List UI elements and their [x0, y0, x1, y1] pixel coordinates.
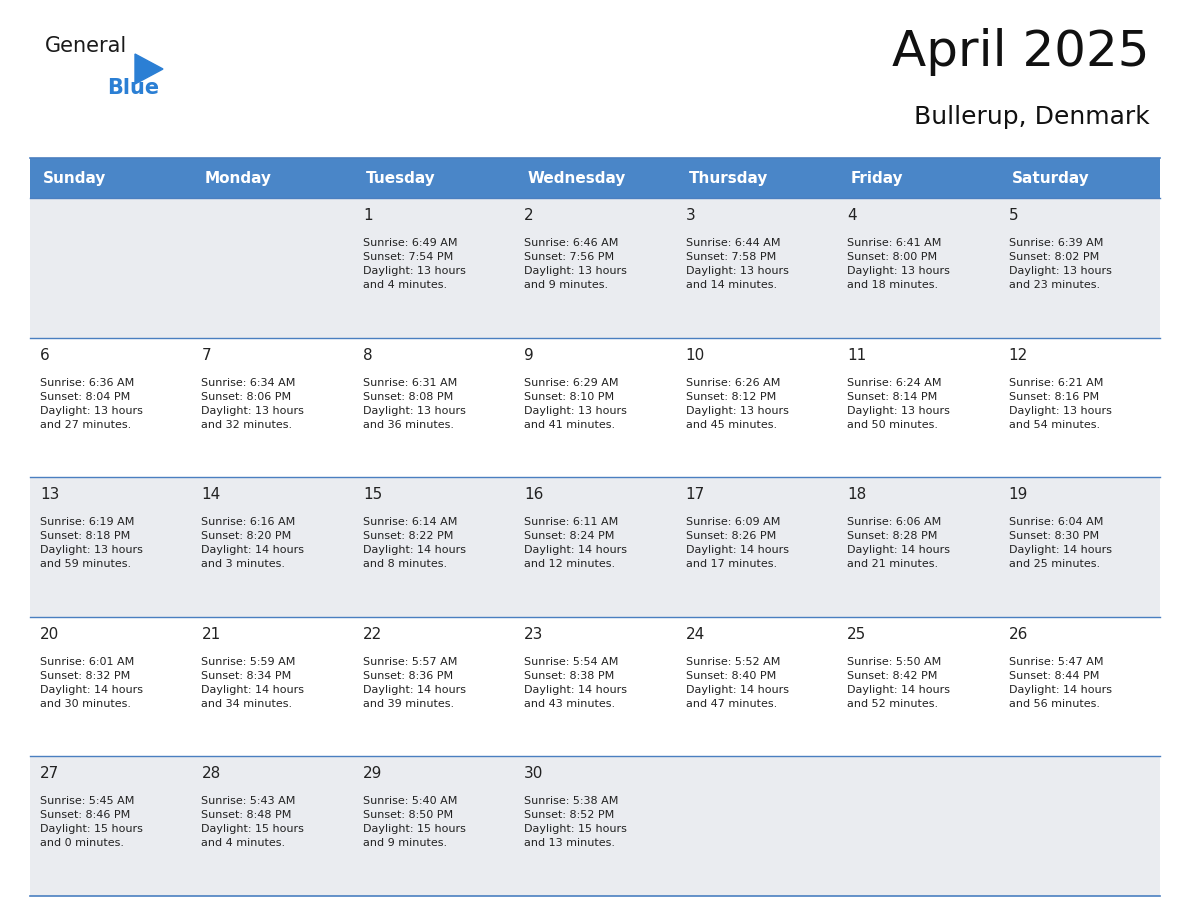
Text: Sunrise: 5:50 AM
Sunset: 8:42 PM
Daylight: 14 hours
and 52 minutes.: Sunrise: 5:50 AM Sunset: 8:42 PM Dayligh… — [847, 656, 950, 709]
Text: Sunrise: 6:19 AM
Sunset: 8:18 PM
Daylight: 13 hours
and 59 minutes.: Sunrise: 6:19 AM Sunset: 8:18 PM Dayligh… — [40, 517, 143, 569]
Bar — [191, 158, 353, 198]
Text: Sunrise: 6:36 AM
Sunset: 8:04 PM
Daylight: 13 hours
and 27 minutes.: Sunrise: 6:36 AM Sunset: 8:04 PM Dayligh… — [40, 377, 143, 430]
Text: Sunrise: 5:45 AM
Sunset: 8:46 PM
Daylight: 15 hours
and 0 minutes.: Sunrise: 5:45 AM Sunset: 8:46 PM Dayligh… — [40, 797, 143, 848]
Text: 30: 30 — [524, 767, 544, 781]
Text: 2: 2 — [524, 208, 533, 223]
Text: Bullerup, Denmark: Bullerup, Denmark — [915, 105, 1150, 129]
Text: Sunrise: 6:41 AM
Sunset: 8:00 PM
Daylight: 13 hours
and 18 minutes.: Sunrise: 6:41 AM Sunset: 8:00 PM Dayligh… — [847, 238, 950, 290]
Text: 21: 21 — [202, 627, 221, 642]
Text: 14: 14 — [202, 487, 221, 502]
Text: 24: 24 — [685, 627, 704, 642]
Text: 8: 8 — [362, 348, 373, 363]
Text: 10: 10 — [685, 348, 704, 363]
Text: 5: 5 — [1009, 208, 1018, 223]
Text: Sunrise: 6:49 AM
Sunset: 7:54 PM
Daylight: 13 hours
and 4 minutes.: Sunrise: 6:49 AM Sunset: 7:54 PM Dayligh… — [362, 238, 466, 290]
Bar — [353, 158, 514, 198]
Text: Thursday: Thursday — [689, 171, 769, 185]
Text: Sunrise: 5:43 AM
Sunset: 8:48 PM
Daylight: 15 hours
and 4 minutes.: Sunrise: 5:43 AM Sunset: 8:48 PM Dayligh… — [202, 797, 304, 848]
Text: Sunrise: 5:54 AM
Sunset: 8:38 PM
Daylight: 14 hours
and 43 minutes.: Sunrise: 5:54 AM Sunset: 8:38 PM Dayligh… — [524, 656, 627, 709]
Text: 20: 20 — [40, 627, 59, 642]
Text: 7: 7 — [202, 348, 211, 363]
Text: 4: 4 — [847, 208, 857, 223]
Text: 26: 26 — [1009, 627, 1028, 642]
Text: Sunrise: 5:40 AM
Sunset: 8:50 PM
Daylight: 15 hours
and 9 minutes.: Sunrise: 5:40 AM Sunset: 8:50 PM Dayligh… — [362, 797, 466, 848]
Text: Blue: Blue — [107, 78, 159, 98]
Text: 25: 25 — [847, 627, 866, 642]
Text: 15: 15 — [362, 487, 383, 502]
Text: Sunrise: 6:01 AM
Sunset: 8:32 PM
Daylight: 14 hours
and 30 minutes.: Sunrise: 6:01 AM Sunset: 8:32 PM Dayligh… — [40, 656, 143, 709]
Text: Sunrise: 6:34 AM
Sunset: 8:06 PM
Daylight: 13 hours
and 32 minutes.: Sunrise: 6:34 AM Sunset: 8:06 PM Dayligh… — [202, 377, 304, 430]
Text: Sunrise: 5:52 AM
Sunset: 8:40 PM
Daylight: 14 hours
and 47 minutes.: Sunrise: 5:52 AM Sunset: 8:40 PM Dayligh… — [685, 656, 789, 709]
Text: 19: 19 — [1009, 487, 1028, 502]
Text: Monday: Monday — [204, 171, 271, 185]
Bar — [30, 198, 1159, 338]
Text: Sunrise: 5:59 AM
Sunset: 8:34 PM
Daylight: 14 hours
and 34 minutes.: Sunrise: 5:59 AM Sunset: 8:34 PM Dayligh… — [202, 656, 304, 709]
Text: Sunrise: 6:29 AM
Sunset: 8:10 PM
Daylight: 13 hours
and 41 minutes.: Sunrise: 6:29 AM Sunset: 8:10 PM Dayligh… — [524, 377, 627, 430]
Text: 13: 13 — [40, 487, 59, 502]
Text: Sunrise: 6:44 AM
Sunset: 7:58 PM
Daylight: 13 hours
and 14 minutes.: Sunrise: 6:44 AM Sunset: 7:58 PM Dayligh… — [685, 238, 789, 290]
Bar — [30, 617, 1159, 756]
Bar — [676, 158, 838, 198]
Text: 16: 16 — [524, 487, 544, 502]
Text: 17: 17 — [685, 487, 704, 502]
Text: April 2025: April 2025 — [892, 28, 1150, 76]
Text: 23: 23 — [524, 627, 544, 642]
Polygon shape — [135, 54, 163, 84]
Text: Sunrise: 5:57 AM
Sunset: 8:36 PM
Daylight: 14 hours
and 39 minutes.: Sunrise: 5:57 AM Sunset: 8:36 PM Dayligh… — [362, 656, 466, 709]
Text: Sunrise: 6:06 AM
Sunset: 8:28 PM
Daylight: 14 hours
and 21 minutes.: Sunrise: 6:06 AM Sunset: 8:28 PM Dayligh… — [847, 517, 950, 569]
Text: 27: 27 — [40, 767, 59, 781]
Bar — [30, 338, 1159, 477]
Text: 18: 18 — [847, 487, 866, 502]
Text: Sunrise: 6:09 AM
Sunset: 8:26 PM
Daylight: 14 hours
and 17 minutes.: Sunrise: 6:09 AM Sunset: 8:26 PM Dayligh… — [685, 517, 789, 569]
Text: 28: 28 — [202, 767, 221, 781]
Text: Wednesday: Wednesday — [527, 171, 626, 185]
Bar — [30, 477, 1159, 617]
Text: 3: 3 — [685, 208, 695, 223]
Text: Sunrise: 6:16 AM
Sunset: 8:20 PM
Daylight: 14 hours
and 3 minutes.: Sunrise: 6:16 AM Sunset: 8:20 PM Dayligh… — [202, 517, 304, 569]
Text: General: General — [45, 36, 127, 56]
Bar — [30, 158, 191, 198]
Text: Sunrise: 5:47 AM
Sunset: 8:44 PM
Daylight: 14 hours
and 56 minutes.: Sunrise: 5:47 AM Sunset: 8:44 PM Dayligh… — [1009, 656, 1112, 709]
Text: Sunrise: 6:14 AM
Sunset: 8:22 PM
Daylight: 14 hours
and 8 minutes.: Sunrise: 6:14 AM Sunset: 8:22 PM Dayligh… — [362, 517, 466, 569]
Text: Sunrise: 6:11 AM
Sunset: 8:24 PM
Daylight: 14 hours
and 12 minutes.: Sunrise: 6:11 AM Sunset: 8:24 PM Dayligh… — [524, 517, 627, 569]
Text: Sunrise: 6:21 AM
Sunset: 8:16 PM
Daylight: 13 hours
and 54 minutes.: Sunrise: 6:21 AM Sunset: 8:16 PM Dayligh… — [1009, 377, 1112, 430]
Text: 12: 12 — [1009, 348, 1028, 363]
Text: Sunrise: 5:38 AM
Sunset: 8:52 PM
Daylight: 15 hours
and 13 minutes.: Sunrise: 5:38 AM Sunset: 8:52 PM Dayligh… — [524, 797, 627, 848]
Text: Sunrise: 6:24 AM
Sunset: 8:14 PM
Daylight: 13 hours
and 50 minutes.: Sunrise: 6:24 AM Sunset: 8:14 PM Dayligh… — [847, 377, 950, 430]
Text: Sunrise: 6:31 AM
Sunset: 8:08 PM
Daylight: 13 hours
and 36 minutes.: Sunrise: 6:31 AM Sunset: 8:08 PM Dayligh… — [362, 377, 466, 430]
Text: 29: 29 — [362, 767, 383, 781]
Text: 9: 9 — [524, 348, 535, 363]
Text: 1: 1 — [362, 208, 373, 223]
Text: Saturday: Saturday — [1011, 171, 1089, 185]
Text: Tuesday: Tuesday — [366, 171, 436, 185]
Bar — [999, 158, 1159, 198]
Text: 6: 6 — [40, 348, 50, 363]
Text: 22: 22 — [362, 627, 383, 642]
Text: Sunrise: 6:39 AM
Sunset: 8:02 PM
Daylight: 13 hours
and 23 minutes.: Sunrise: 6:39 AM Sunset: 8:02 PM Dayligh… — [1009, 238, 1112, 290]
Text: Sunrise: 6:46 AM
Sunset: 7:56 PM
Daylight: 13 hours
and 9 minutes.: Sunrise: 6:46 AM Sunset: 7:56 PM Dayligh… — [524, 238, 627, 290]
Text: 11: 11 — [847, 348, 866, 363]
Text: Sunday: Sunday — [43, 171, 107, 185]
Bar — [30, 756, 1159, 896]
Text: Sunrise: 6:04 AM
Sunset: 8:30 PM
Daylight: 14 hours
and 25 minutes.: Sunrise: 6:04 AM Sunset: 8:30 PM Dayligh… — [1009, 517, 1112, 569]
Text: Friday: Friday — [851, 171, 903, 185]
Bar — [514, 158, 676, 198]
Bar — [838, 158, 999, 198]
Text: Sunrise: 6:26 AM
Sunset: 8:12 PM
Daylight: 13 hours
and 45 minutes.: Sunrise: 6:26 AM Sunset: 8:12 PM Dayligh… — [685, 377, 789, 430]
